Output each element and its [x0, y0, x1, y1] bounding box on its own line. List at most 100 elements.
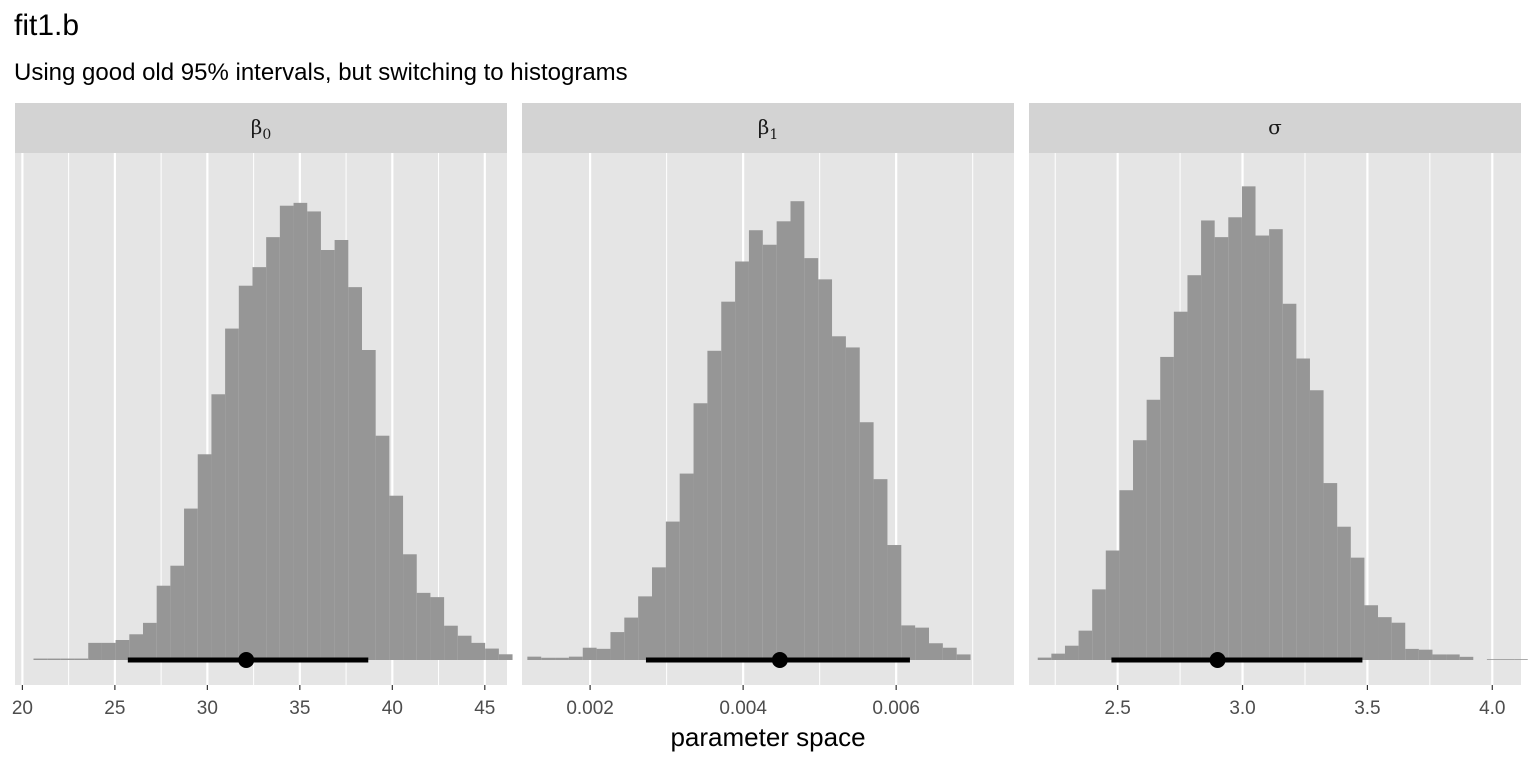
panel-3-histogram-bar: [1378, 617, 1392, 660]
panel-2-point-estimate: [771, 652, 788, 668]
panel-2-histogram-bar: [942, 647, 957, 660]
panel-3-histogram-bar: [1037, 657, 1052, 660]
panel-3-histogram-bar: [1119, 490, 1134, 660]
plot-title: fit1.b: [14, 9, 80, 42]
panel-2-histogram-bar: [638, 596, 653, 660]
panel-2-strip-subscript: 1: [769, 127, 778, 143]
panel-3-histogram-bar: [1323, 483, 1338, 660]
panel-3-x-tick-label: 2.5: [1104, 698, 1130, 719]
panel-1-histogram-bar: [334, 240, 349, 660]
panel-3-x-tick-label: 4.0: [1479, 698, 1505, 719]
panel-1-histogram-bar: [320, 250, 335, 660]
panel-3-histogram-bar: [1446, 654, 1460, 660]
panel-2-histogram-bar: [541, 657, 556, 660]
panel-2-histogram-bar: [845, 347, 860, 660]
panel-1-histogram-bar: [375, 435, 390, 660]
panel-3-histogram-bar: [1350, 557, 1365, 660]
panel-2-histogram-bar: [915, 627, 929, 660]
panel-3-histogram-bar: [1051, 653, 1065, 660]
panel-2-histogram-bar: [707, 350, 722, 660]
panel-3-histogram-bar: [1514, 659, 1528, 660]
panel-1-histogram-bar: [279, 205, 294, 660]
panel-3-histogram-bar: [1241, 186, 1256, 660]
panel-3-histogram-bar: [1432, 654, 1447, 660]
panel-3-histogram-bar: [1187, 275, 1202, 660]
x-axis-title: parameter space: [670, 722, 866, 752]
panel-2-histogram-bar: [679, 473, 694, 660]
panel-2-histogram-bar: [790, 201, 805, 661]
panel-2-histogram-bar: [873, 479, 888, 660]
panel-2-histogram-bar: [748, 230, 763, 661]
panel-2-histogram-bar: [610, 632, 625, 660]
panel-2-histogram-bar: [776, 221, 791, 661]
panel-1-x-tick-label: 45: [474, 698, 495, 719]
panel-1-strip: [15, 103, 507, 153]
panel-1-histogram-bar: [47, 658, 61, 660]
panel-1-histogram-bar: [197, 454, 212, 660]
panel-1-histogram-bar: [33, 658, 48, 660]
panel-1-histogram-bar: [115, 640, 130, 660]
panel-1-histogram-bar: [184, 508, 198, 660]
panel-3-histogram-bar: [1092, 589, 1106, 660]
panel-2-histogram-bar: [928, 643, 943, 660]
panel-3-histogram-bar: [1337, 526, 1351, 660]
panel-2-histogram-bar: [832, 336, 846, 660]
panel-2-histogram-bar: [596, 648, 611, 660]
panel-1-histogram-bar: [60, 658, 75, 660]
panel-3-strip-label: σ: [1268, 115, 1282, 139]
panel-2-histogram-bar: [818, 279, 833, 660]
panel-1-histogram-bar: [403, 554, 417, 660]
panel-3-histogram-bar: [1391, 622, 1406, 660]
panel-3-histogram-bar: [1133, 440, 1147, 660]
panel-1-histogram-bar: [74, 658, 89, 660]
panel-3-histogram-bar: [1064, 645, 1079, 660]
panel-2-histogram-bar: [735, 261, 749, 660]
panel-2-histogram-bar: [901, 625, 916, 660]
panel-3-histogram-bar: [1405, 648, 1419, 660]
panel-2-histogram-bar: [956, 654, 971, 660]
panel-1-histogram-bar: [348, 287, 362, 660]
panel-1-histogram-bar: [129, 634, 143, 660]
panel-1-histogram-bar: [498, 654, 513, 660]
panel-2-histogram-bar: [665, 521, 680, 660]
panel-3-histogram-bar: [1500, 659, 1515, 660]
panel-2-histogram-bar: [652, 567, 666, 660]
panel-1-histogram-bar: [471, 642, 486, 660]
plot-subtitle: Using good old 95% intervals, but switch…: [14, 59, 628, 86]
panel-2-histogram-bar: [721, 301, 736, 660]
panel-2-histogram-bar: [887, 545, 902, 660]
panel-1-histogram-bar: [307, 211, 321, 660]
panel-2-x-tick-label: 0.006: [872, 698, 920, 719]
panel-1-x-tick-label: 40: [382, 698, 403, 719]
panel-1-histogram-bar: [430, 597, 445, 660]
panel-1-histogram-bar: [252, 267, 267, 660]
panel-2-histogram-bar: [693, 403, 708, 660]
panel-3-histogram-bar: [1214, 237, 1229, 660]
panel-2-histogram-bar: [555, 657, 569, 660]
panel-2-histogram-bar: [804, 258, 819, 660]
panel-1-histogram-bar: [361, 350, 376, 660]
panel-3-strip-symbol: σ: [1268, 115, 1282, 139]
panel-1-x-tick-label: 20: [12, 698, 33, 719]
panel-3-histogram-bar: [1296, 358, 1310, 660]
panel-1-histogram-bar: [225, 328, 239, 660]
panel-2-histogram-bar: [582, 647, 597, 660]
panel-2-x-tick-label: 0.004: [719, 698, 767, 719]
panel-2-histogram-bar: [859, 422, 874, 660]
panel-1-strip-symbol: β: [251, 115, 263, 139]
panel-2-strip-symbol: β: [758, 115, 770, 139]
panel-3-histogram-bar: [1309, 390, 1324, 660]
panel-1-histogram-bar: [444, 625, 458, 660]
panel-1-histogram-bar: [485, 648, 499, 660]
panel-1-histogram-bar: [156, 585, 171, 660]
panel-3-histogram-bar: [1486, 659, 1501, 660]
panel-2-histogram-bar: [624, 617, 639, 660]
panel-1-histogram-bar: [142, 622, 157, 660]
panel-1-histogram-bar: [293, 202, 308, 660]
panel-3-x-tick-label: 3.5: [1354, 698, 1380, 719]
panel-3-histogram-bar: [1078, 630, 1093, 660]
panel-1-histogram-bar: [88, 642, 102, 660]
panel-3-x-tick-label: 3.0: [1229, 698, 1255, 719]
panel-1-x-tick-label: 25: [104, 698, 125, 719]
